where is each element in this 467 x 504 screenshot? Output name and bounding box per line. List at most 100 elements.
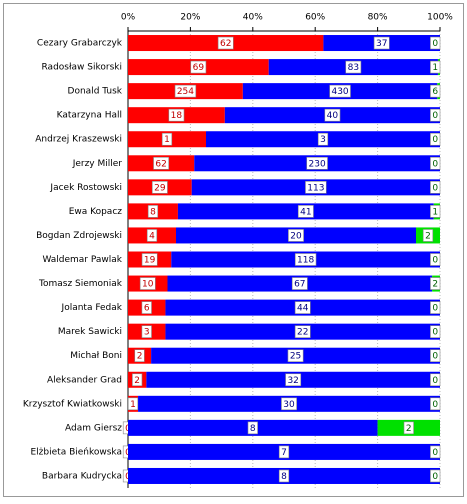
data-label: 430 bbox=[331, 87, 348, 97]
y-tick-label: Aleksander Grad bbox=[47, 375, 122, 385]
data-label: 8 bbox=[150, 207, 156, 217]
data-label: 0 bbox=[432, 111, 438, 121]
label-box bbox=[430, 349, 441, 363]
data-label: 0 bbox=[432, 400, 438, 410]
label-box bbox=[422, 229, 434, 242]
y-tick-label: Elżbieta Bieńkowska bbox=[31, 447, 123, 457]
label-box bbox=[430, 469, 441, 483]
label-box bbox=[430, 445, 441, 459]
label-box bbox=[317, 132, 329, 146]
data-label: 2 bbox=[432, 280, 438, 290]
y-tick-label: Tomasz Siemoniak bbox=[38, 279, 123, 289]
y-tick-label: Marek Sawicki bbox=[58, 327, 122, 337]
data-label: 7 bbox=[281, 448, 287, 458]
data-label: 2 bbox=[406, 424, 412, 434]
label-box bbox=[430, 60, 441, 74]
label-box bbox=[430, 373, 441, 387]
label-box bbox=[430, 156, 441, 170]
data-label: 8 bbox=[281, 472, 287, 482]
data-label: 18 bbox=[171, 111, 183, 121]
data-label: 0 bbox=[432, 328, 438, 338]
label-box bbox=[288, 229, 304, 242]
data-label: 8 bbox=[250, 424, 256, 434]
label-box bbox=[306, 156, 328, 170]
data-label: 44 bbox=[297, 304, 309, 314]
y-tick-label: Barbara Kudrycka bbox=[42, 471, 122, 481]
label-box bbox=[373, 36, 390, 50]
label-box bbox=[147, 205, 159, 218]
label-box bbox=[305, 181, 327, 194]
label-box bbox=[297, 205, 314, 218]
data-label: 40 bbox=[327, 111, 339, 121]
data-label: 19 bbox=[144, 256, 156, 266]
x-tick-label: 40% bbox=[243, 13, 263, 23]
label-box bbox=[168, 108, 185, 122]
label-box bbox=[430, 277, 441, 290]
data-label: 2 bbox=[425, 231, 431, 241]
data-label: 22 bbox=[297, 328, 308, 338]
data-label: 32 bbox=[287, 376, 298, 386]
data-label: 1 bbox=[130, 400, 136, 410]
data-label: 0 bbox=[432, 472, 438, 482]
data-label: 0 bbox=[432, 39, 438, 49]
data-label: 62 bbox=[220, 39, 231, 49]
y-tick-label: Donald Tusk bbox=[68, 87, 123, 97]
label-box bbox=[430, 84, 441, 98]
data-label: 29 bbox=[154, 183, 166, 193]
data-label: 6 bbox=[144, 304, 150, 314]
label-box bbox=[153, 156, 170, 170]
label-box bbox=[141, 325, 152, 338]
y-tick-label: Michał Boni bbox=[70, 351, 122, 361]
data-label: 6 bbox=[432, 87, 438, 97]
label-box bbox=[132, 373, 143, 387]
label-box bbox=[281, 397, 297, 411]
label-box bbox=[430, 397, 441, 411]
data-label: 0 bbox=[432, 352, 438, 362]
y-tick-label: Jacek Rostowski bbox=[49, 183, 122, 193]
label-box bbox=[278, 469, 290, 483]
y-tick-label: Radosław Sikorski bbox=[42, 63, 123, 73]
label-box bbox=[146, 229, 158, 242]
label-box bbox=[287, 349, 304, 363]
y-tick-label: Waldemar Pawlak bbox=[42, 255, 122, 265]
data-label: 1 bbox=[432, 207, 438, 217]
y-tick-label: Katarzyna Hall bbox=[57, 111, 122, 121]
data-label: 118 bbox=[297, 256, 314, 266]
data-label: 62 bbox=[155, 159, 166, 169]
y-tick-label: Jolanta Fedak bbox=[61, 303, 123, 313]
data-label: 83 bbox=[348, 63, 359, 73]
x-tick-label: 100% bbox=[427, 13, 453, 23]
label-box bbox=[190, 60, 207, 74]
label-box bbox=[247, 421, 258, 435]
label-box bbox=[151, 181, 168, 194]
data-label: 2 bbox=[137, 352, 143, 362]
label-box bbox=[324, 108, 341, 122]
label-box bbox=[134, 349, 145, 363]
data-label: 25 bbox=[290, 352, 301, 362]
data-label: 0 bbox=[432, 376, 438, 386]
data-label: 0 bbox=[432, 304, 438, 314]
data-label: 3 bbox=[320, 135, 326, 145]
label-box bbox=[430, 181, 441, 194]
data-label: 69 bbox=[193, 63, 205, 73]
label-box bbox=[403, 421, 414, 435]
label-box bbox=[329, 84, 351, 98]
data-label: 0 bbox=[432, 135, 438, 145]
x-tick-label: 80% bbox=[368, 13, 388, 23]
y-tick-label: Adam Giersz bbox=[65, 423, 122, 433]
label-box bbox=[430, 253, 441, 266]
y-tick-label: Bogdan Zdrojewski bbox=[36, 231, 122, 241]
data-label: 230 bbox=[309, 159, 326, 169]
data-label: 0 bbox=[432, 159, 438, 169]
data-label: 3 bbox=[144, 328, 150, 338]
label-box bbox=[430, 132, 441, 146]
data-label: 2 bbox=[134, 376, 140, 386]
label-box bbox=[161, 132, 173, 146]
label-box bbox=[127, 397, 139, 411]
data-label: 67 bbox=[294, 280, 305, 290]
x-tick-label: 60% bbox=[305, 13, 325, 23]
label-box bbox=[141, 253, 158, 266]
data-label: 30 bbox=[283, 400, 295, 410]
data-label: 1 bbox=[432, 63, 438, 73]
